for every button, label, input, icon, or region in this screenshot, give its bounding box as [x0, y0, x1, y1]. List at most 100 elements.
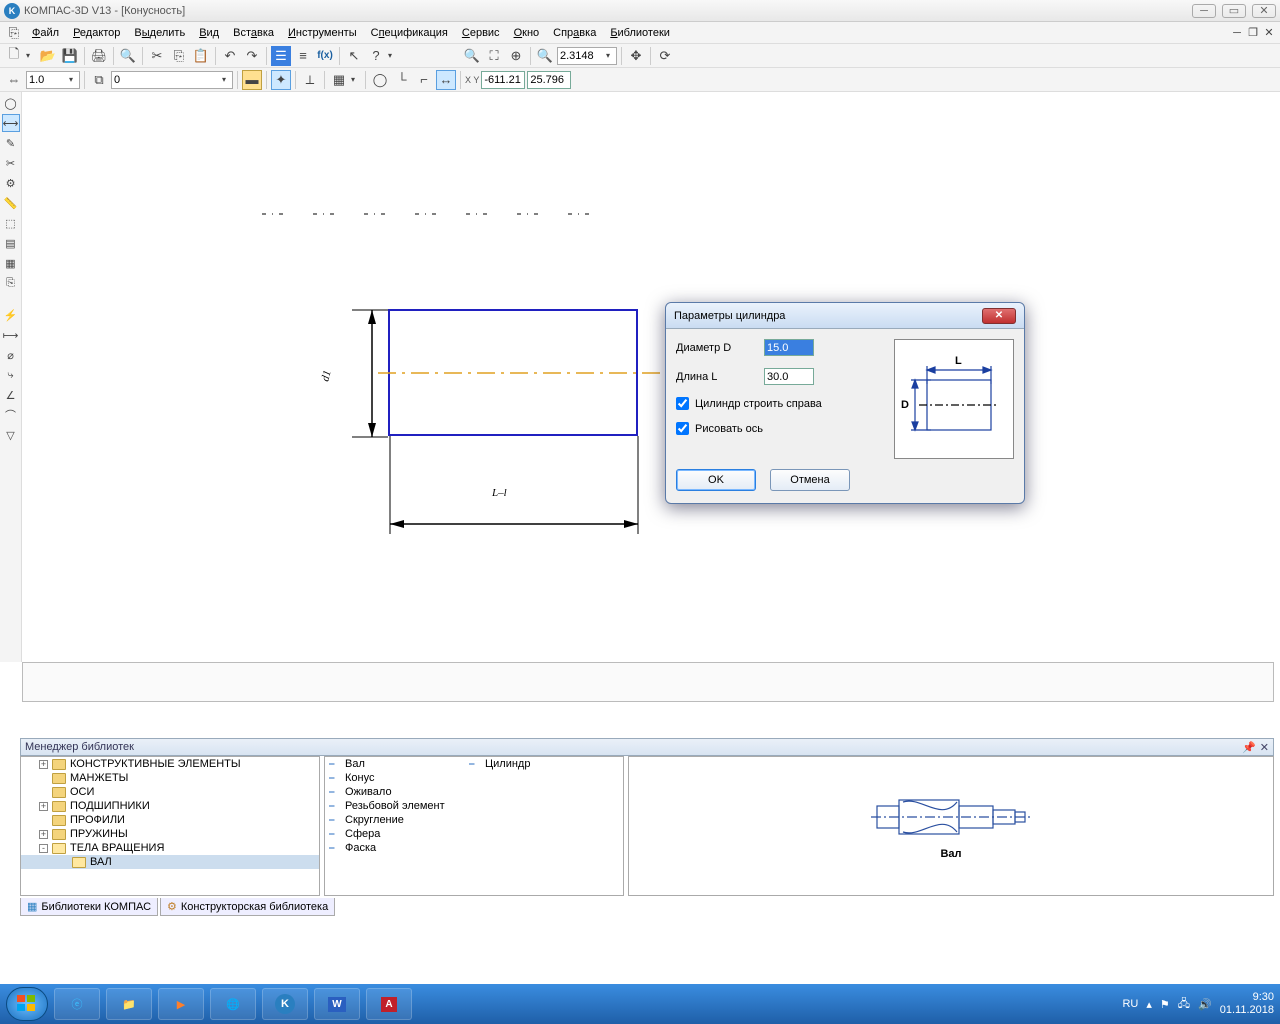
preview-button[interactable]: 🔍 [118, 46, 138, 66]
list-item[interactable]: ⎯Цилиндр [465, 757, 623, 771]
ok-button[interactable]: OK [676, 469, 756, 491]
zoom-window-button[interactable]: 🔍 [462, 46, 482, 66]
angular-dim-tool[interactable]: ∠ [2, 386, 20, 404]
tray-clock[interactable]: 9:30 01.11.2018 [1220, 991, 1274, 1017]
taskbar-chrome[interactable]: 🌐 [210, 988, 256, 1020]
taskbar-word[interactable]: W [314, 988, 360, 1020]
minimize-button[interactable]: ─ [1192, 4, 1216, 18]
variables-button[interactable]: ≡ [293, 46, 313, 66]
step-input[interactable] [27, 72, 69, 88]
list-item[interactable]: ⎯Резьбовой элемент [325, 799, 465, 813]
draw-axis-checkbox[interactable] [676, 422, 689, 435]
save-button[interactable]: 💾 [60, 46, 80, 66]
list-item[interactable]: ⎯Фаска [325, 841, 465, 855]
taskbar-kompas[interactable]: K [262, 988, 308, 1020]
print-button[interactable]: 🖨 [89, 46, 109, 66]
auto-dim-tool[interactable]: ⚡ [2, 306, 20, 324]
zoom-combo[interactable]: ▾ [557, 47, 617, 65]
maximize-button[interactable]: ▭ [1222, 4, 1246, 18]
tree-item[interactable]: +ПОДШИПНИКИ [21, 799, 319, 813]
tab-kompas-libs[interactable]: ▦Библиотеки КОМПАС [20, 898, 158, 916]
close-button[interactable]: ✕ [1252, 4, 1276, 18]
round-button[interactable]: ◯ [370, 70, 390, 90]
diameter-input[interactable] [764, 339, 814, 356]
mdi-minimize[interactable]: ─ [1230, 26, 1244, 40]
tree-item[interactable]: -ТЕЛА ВРАЩЕНИЯ [21, 841, 319, 855]
drawing-canvas[interactable]: d1 L–l [22, 92, 1280, 662]
zoom-fit-button[interactable]: ⛶ [484, 46, 504, 66]
redo-button[interactable]: ↷ [242, 46, 262, 66]
new-button[interactable]: 🗋 [4, 46, 24, 66]
list-item[interactable]: ⎯Вал [325, 757, 465, 771]
taskbar-explorer[interactable]: 📁 [106, 988, 152, 1020]
cursor-button[interactable]: ↖ [344, 46, 364, 66]
lcs-button[interactable]: └ [392, 70, 412, 90]
cancel-button[interactable]: Отмена [770, 469, 850, 491]
layers-button[interactable]: ⧉ [89, 70, 109, 90]
taskbar-acrobat[interactable]: A [366, 988, 412, 1020]
mdi-restore[interactable]: ❐ [1246, 26, 1260, 40]
start-button[interactable] [6, 987, 48, 1021]
step-button[interactable]: ⇔ [4, 70, 24, 90]
cut-button[interactable]: ✂ [147, 46, 167, 66]
menu-insert[interactable]: Вставка [227, 25, 280, 41]
menu-libraries[interactable]: Библиотеки [604, 25, 676, 41]
zoom-scale-button[interactable]: 🔍 [535, 46, 555, 66]
tree-item[interactable]: +КОНСТРУКТИВНЫЕ ЭЛЕМЕНТЫ [21, 757, 319, 771]
menu-file[interactable]: Файл [26, 25, 65, 41]
menu-window[interactable]: Окно [508, 25, 546, 41]
library-tree[interactable]: +КОНСТРУКТИВНЫЕ ЭЛЕМЕНТЫМАНЖЕТЫОСИ+ПОДШИ… [20, 756, 320, 896]
properties-button[interactable]: ☰ [271, 46, 291, 66]
menu-select[interactable]: Выделить [128, 25, 191, 41]
ortho-button[interactable]: ⟂ [300, 70, 320, 90]
tray-network-icon[interactable]: 🖧 [1178, 995, 1190, 1014]
menu-view[interactable]: Вид [193, 25, 225, 41]
libmgr-close[interactable]: ✕ [1260, 741, 1269, 754]
step-combo[interactable]: ▾ [26, 71, 80, 89]
menu-tools[interactable]: Инструменты [282, 25, 363, 41]
undo-button[interactable]: ↶ [220, 46, 240, 66]
taskbar-ie[interactable]: ⓔ [54, 988, 100, 1020]
dimensions-tool[interactable]: ⟷ [2, 114, 20, 132]
tab-constr-lib[interactable]: ⚙Конструкторская библиотека [160, 898, 335, 916]
zoom-input[interactable] [558, 48, 606, 64]
snap-end-button[interactable]: ⌐ [414, 70, 434, 90]
tree-item[interactable]: ПРОФИЛИ [21, 813, 319, 827]
spec-tool[interactable]: ▤ [2, 234, 20, 252]
tree-item[interactable]: ВАЛ [21, 855, 319, 869]
notation-tool[interactable]: ✎ [2, 134, 20, 152]
open-button[interactable]: 📂 [38, 46, 58, 66]
height-dim-tool[interactable]: ▽ [2, 426, 20, 444]
snap-mid-button[interactable]: ↔ [436, 70, 456, 90]
snap-toggle[interactable]: ✦ [271, 70, 291, 90]
paste-button[interactable]: 📋 [191, 46, 211, 66]
select-tool[interactable]: ⬚ [2, 214, 20, 232]
tray-up-icon[interactable]: ▴ [1146, 998, 1152, 1011]
tree-item[interactable]: МАНЖЕТЫ [21, 771, 319, 785]
geometry-tool[interactable]: ◯ [2, 94, 20, 112]
tray-flag-icon[interactable]: ⚑ [1160, 998, 1170, 1011]
menu-service[interactable]: Сервис [456, 25, 506, 41]
zoom-in-button[interactable]: ⊕ [506, 46, 526, 66]
taskbar-media[interactable]: ▶ [158, 988, 204, 1020]
menu-spec[interactable]: Спецификация [365, 25, 454, 41]
dialog-titlebar[interactable]: Параметры цилиндра ✕ [666, 303, 1024, 329]
coord-y-input[interactable] [527, 71, 571, 89]
mdi-close[interactable]: ✕ [1262, 26, 1276, 40]
measure-tool[interactable]: 📏 [2, 194, 20, 212]
length-input[interactable] [764, 368, 814, 385]
layer-input[interactable] [112, 72, 222, 88]
layer-combo[interactable]: ▾ [111, 71, 233, 89]
grid-button[interactable]: ▦ [329, 70, 349, 90]
doc-menu-icon[interactable]: ⎘ [4, 23, 24, 43]
build-right-checkbox[interactable] [676, 397, 689, 410]
param-tool[interactable]: ⚙ [2, 174, 20, 192]
diameter-dim-tool[interactable]: ⌀ [2, 346, 20, 364]
menu-editor[interactable]: Редактор [67, 25, 126, 41]
library-list[interactable]: ⎯Вал⎯Конус⎯Оживало⎯Резьбовой элемент⎯Скр… [324, 756, 624, 896]
fx-button[interactable]: f(x) [315, 46, 335, 66]
radial-dim-tool[interactable]: ⤷ [2, 366, 20, 384]
pan-button[interactable]: ✥ [626, 46, 646, 66]
menu-help[interactable]: Справка [547, 25, 602, 41]
help-button[interactable]: ? [366, 46, 386, 66]
